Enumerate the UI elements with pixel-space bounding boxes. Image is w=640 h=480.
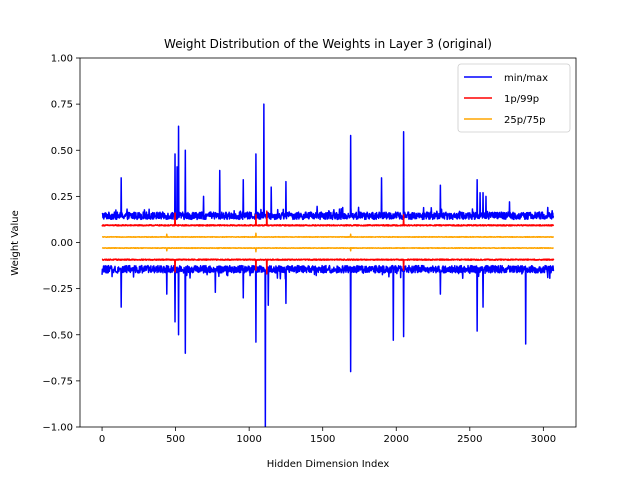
y-tick-label: −0.75 <box>42 376 73 387</box>
series-0 <box>101 103 555 427</box>
x-tick-label: 1000 <box>236 434 261 445</box>
series-1-max-line <box>101 210 555 227</box>
y-tick-label: 0.25 <box>51 192 73 203</box>
x-tick-label: 2000 <box>384 434 409 445</box>
series-2-max-line <box>101 232 555 238</box>
legend-entry: min/max <box>504 73 548 84</box>
y-axis: −1.00 −0.75 −0.50 −0.25 0.00 0.25 0.50 0.75 1.00 <box>42 54 80 434</box>
x-tick-label: 500 <box>166 434 185 445</box>
legend-box <box>457 63 571 133</box>
series-0-min-line <box>101 264 555 427</box>
y-tick-label: −0.50 <box>42 330 73 341</box>
x-tick-label: 3000 <box>531 434 556 445</box>
x-tick-label: 1500 <box>310 434 335 445</box>
series-2-min-line <box>101 247 555 253</box>
x-tick-label: 2500 <box>457 434 482 445</box>
y-tick-label: −1.00 <box>42 423 73 434</box>
x-axis: 0 500 1000 1500 2000 2500 3000 <box>99 427 556 445</box>
y-tick-label: 0.50 <box>51 146 73 157</box>
y-tick-label: 1.00 <box>51 54 73 65</box>
legend: min/max 1p/99p 25p/75p <box>457 63 571 133</box>
series-2 <box>101 232 555 253</box>
y-tick-label: 0.75 <box>51 100 73 111</box>
series-1-min-line <box>101 258 555 275</box>
plot-area <box>101 103 555 427</box>
x-tick-label: 0 <box>99 434 105 445</box>
y-axis-label: Weight Value <box>10 210 21 275</box>
x-axis-label: Hidden Dimension Index <box>267 459 390 470</box>
legend-entry: 25p/75p <box>504 115 546 126</box>
y-tick-label: 0.00 <box>51 238 73 249</box>
series-1 <box>101 210 555 275</box>
legend-entry: 1p/99p <box>504 94 539 105</box>
y-tick-label: −0.25 <box>42 284 73 295</box>
series-0-max-line <box>101 103 555 221</box>
chart-title: Weight Distribution of the Weights in La… <box>164 37 492 51</box>
